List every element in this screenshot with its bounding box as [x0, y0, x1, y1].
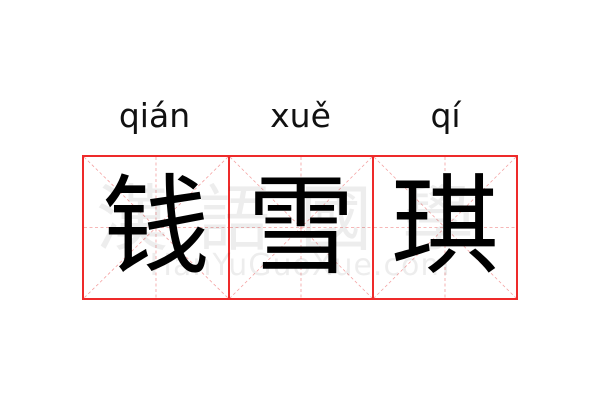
hanzi-3: 琪	[390, 164, 499, 290]
grid-cell-3: 琪	[371, 157, 516, 298]
watermark-latin: HanYuGuoXue.com	[149, 248, 451, 283]
guide-lines	[84, 157, 228, 298]
guide-lines	[230, 157, 372, 298]
watermark-chinese: 漢語國學	[95, 177, 504, 261]
pinyin-1: qián	[118, 96, 191, 135]
pinyin-3: qí	[430, 96, 461, 135]
hanzi-1: 钱	[101, 164, 210, 290]
character-grid: 钱 雪 琪	[82, 155, 518, 300]
hanzi-2: 雪	[246, 164, 355, 290]
grid-cell-1: 钱	[84, 157, 228, 298]
pinyin-2: xuě	[270, 96, 331, 135]
grid-cell-2: 雪	[227, 157, 372, 298]
guide-lines	[374, 157, 516, 298]
